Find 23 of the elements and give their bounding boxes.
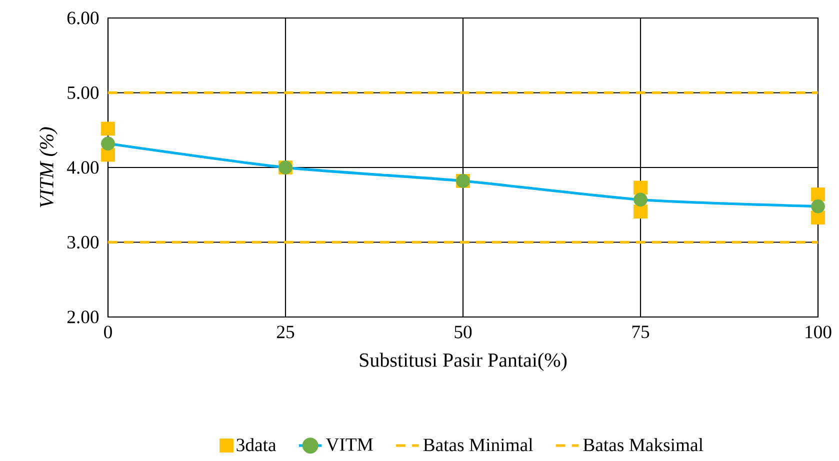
x-tick-label: 50 — [454, 326, 472, 338]
y-tick-label: 3.00 — [68, 236, 99, 249]
legend-label: VITM — [326, 438, 373, 451]
point — [634, 204, 648, 219]
point — [634, 180, 648, 195]
x-axis-title: Substitusi Pasir Pantai(%) — [360, 352, 567, 371]
y-axis-title: VITM (%) — [39, 127, 58, 208]
x-tick-label: 25 — [276, 326, 294, 338]
point — [811, 187, 825, 202]
y-tick-label: 6.00 — [67, 12, 99, 24]
y-tick-label: 2.00 — [67, 310, 99, 324]
x-tick-label: 75 — [632, 326, 650, 338]
legend-label: Batas Maksimal — [583, 438, 704, 452]
point — [634, 192, 648, 207]
y-tick-label: 5.00 — [68, 86, 99, 100]
legend-label: 3data — [236, 438, 276, 452]
legend-label: Batas Minimal — [423, 438, 533, 452]
x-tick-label: 0 — [104, 326, 112, 338]
point — [101, 136, 115, 151]
x-tick-label: 100 — [806, 326, 832, 338]
point — [101, 122, 115, 136]
point — [811, 199, 825, 214]
y-tick-label: 4.00 — [66, 161, 99, 174]
